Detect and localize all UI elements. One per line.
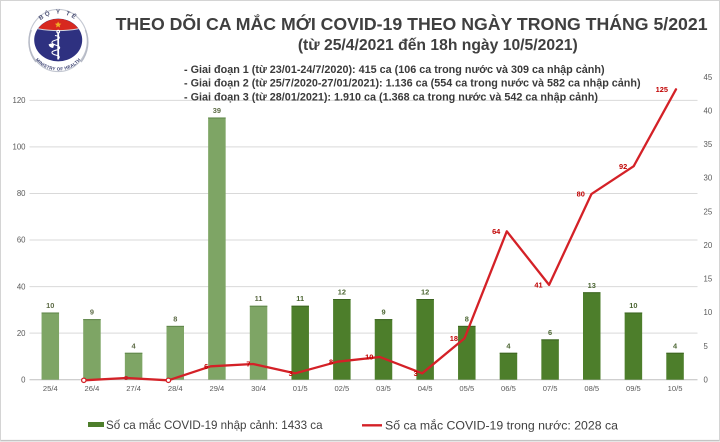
svg-text:01/5: 01/5 — [293, 384, 308, 393]
svg-text:4: 4 — [132, 341, 137, 350]
svg-text:Số ca mắc COVID-19 trong nước:: Số ca mắc COVID-19 trong nước: 2028 ca — [385, 418, 618, 433]
svg-text:02/5: 02/5 — [334, 384, 349, 393]
svg-text:10: 10 — [704, 308, 713, 317]
svg-text:8: 8 — [173, 314, 177, 323]
svg-text:40: 40 — [704, 106, 713, 115]
svg-text:20: 20 — [704, 241, 713, 250]
svg-text:20: 20 — [17, 329, 26, 338]
svg-text:40: 40 — [17, 282, 26, 291]
svg-text:13: 13 — [588, 281, 596, 290]
svg-text:12: 12 — [421, 288, 429, 297]
svg-text:18: 18 — [450, 334, 458, 343]
svg-text:125: 125 — [656, 85, 668, 94]
svg-text:3: 3 — [289, 369, 293, 378]
svg-text:92: 92 — [619, 162, 627, 171]
svg-text:- Giai đoạn 2 (từ 25/7/2020-27: - Giai đoạn 2 (từ 25/7/2020-27/01/2021):… — [184, 78, 641, 90]
svg-text:6: 6 — [204, 362, 208, 371]
svg-text:80: 80 — [577, 190, 585, 199]
svg-text:25: 25 — [704, 207, 713, 216]
svg-text:(từ 25/4/2021 đến 18h ngày 10/: (từ 25/4/2021 đến 18h ngày 10/5/2021) — [298, 37, 578, 54]
svg-text:0: 0 — [21, 375, 26, 384]
svg-text:15: 15 — [704, 275, 713, 284]
svg-text:64: 64 — [492, 227, 501, 236]
svg-text:10/5: 10/5 — [668, 384, 683, 393]
svg-text:3: 3 — [414, 369, 418, 378]
svg-text:0: 0 — [704, 375, 709, 384]
svg-text:04/5: 04/5 — [418, 384, 433, 393]
svg-text:03/5: 03/5 — [376, 384, 391, 393]
svg-text:80: 80 — [17, 189, 26, 198]
svg-text:30: 30 — [704, 174, 713, 183]
svg-text:120: 120 — [12, 96, 26, 105]
svg-text:8: 8 — [329, 357, 333, 366]
svg-text:60: 60 — [17, 236, 26, 245]
svg-text:10: 10 — [365, 353, 373, 362]
svg-text:11: 11 — [296, 294, 304, 303]
svg-text:6: 6 — [548, 328, 552, 337]
svg-text:05/5: 05/5 — [459, 384, 474, 393]
svg-text:Số ca mắc COVID-19 nhập cảnh:: Số ca mắc COVID-19 nhập cảnh: 1433 ca — [106, 419, 323, 432]
svg-text:45: 45 — [704, 73, 713, 82]
svg-text:06/5: 06/5 — [501, 384, 516, 393]
svg-text:35: 35 — [704, 140, 713, 149]
svg-text:08/5: 08/5 — [584, 384, 599, 393]
svg-text:- Giai đoạn 3 (từ 28/01/2021):: - Giai đoạn 3 (từ 28/01/2021): 1.910 ca … — [184, 91, 598, 103]
svg-text:09/5: 09/5 — [626, 384, 641, 393]
svg-text:28/4: 28/4 — [168, 384, 183, 393]
svg-text:- Giai đoạn 1 (từ 23/01-24/7/2: - Giai đoạn 1 (từ 23/01-24/7/2020): 415 … — [184, 64, 605, 76]
svg-text:9: 9 — [90, 308, 94, 317]
svg-text:100: 100 — [12, 143, 26, 152]
svg-text:8: 8 — [465, 314, 469, 323]
svg-text:07/5: 07/5 — [543, 384, 558, 393]
svg-text:11: 11 — [255, 294, 263, 303]
svg-text:10: 10 — [629, 301, 637, 310]
svg-text:29/4: 29/4 — [210, 384, 225, 393]
svg-text:4: 4 — [506, 341, 511, 350]
svg-text:7: 7 — [246, 360, 250, 369]
svg-text:27/4: 27/4 — [126, 384, 141, 393]
svg-text:26/4: 26/4 — [85, 384, 100, 393]
svg-text:5: 5 — [704, 342, 709, 351]
svg-text:10: 10 — [46, 301, 54, 310]
svg-text:9: 9 — [381, 308, 385, 317]
svg-text:12: 12 — [338, 288, 346, 297]
svg-text:4: 4 — [673, 341, 678, 350]
svg-text:30/4: 30/4 — [251, 384, 266, 393]
svg-text:41: 41 — [534, 280, 542, 289]
svg-text:39: 39 — [213, 106, 221, 115]
svg-text:THEO DÕI CA MẮC MỚI COVID-19 T: THEO DÕI CA MẮC MỚI COVID-19 THEO NGÀY T… — [116, 13, 708, 34]
svg-text:25/4: 25/4 — [43, 384, 58, 393]
